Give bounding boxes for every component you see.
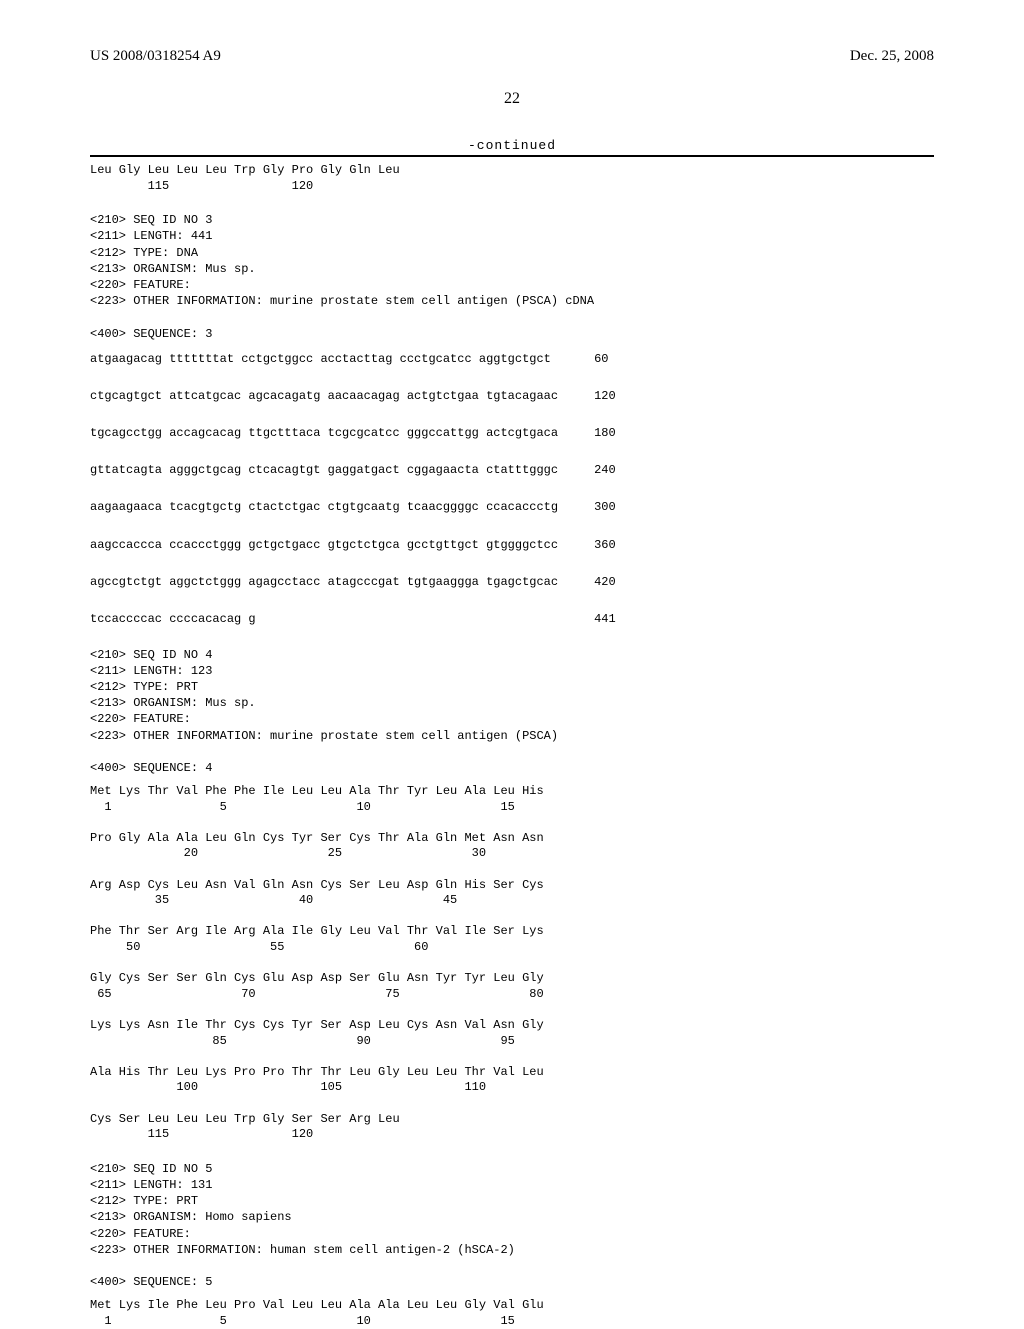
seq4-otherinfo: <223> OTHER INFORMATION: murine prostate… — [90, 729, 558, 743]
seq4-row3-num: 35 40 45 — [90, 893, 457, 907]
seq3-id: <210> SEQ ID NO 3 — [90, 213, 212, 227]
seq4-length: <211> LENGTH: 123 — [90, 664, 212, 678]
seq3-type: <212> TYPE: DNA — [90, 246, 198, 260]
seq3-dna-row-360: aagccaccca ccaccctggg gctgctgacc gtgctct… — [90, 538, 616, 552]
seq4-organism: <213> ORGANISM: Mus sp. — [90, 696, 256, 710]
seq3-length: <211> LENGTH: 441 — [90, 229, 212, 243]
seq4-row2-num: 20 25 30 — [90, 846, 486, 860]
seq4-row4: Phe Thr Ser Arg Ile Arg Ala Ile Gly Leu … — [90, 924, 544, 938]
seq4-row1-num: 1 5 10 15 — [90, 800, 515, 814]
seq5-feature: <220> FEATURE: — [90, 1227, 191, 1241]
seq4-row8-num: 115 120 — [90, 1127, 313, 1141]
seq5-organism: <213> ORGANISM: Homo sapiens — [90, 1210, 292, 1224]
header-date: Dec. 25, 2008 — [850, 48, 934, 65]
seq5-protein-sequence: Met Lys Ile Phe Leu Pro Val Leu Leu Ala … — [90, 1298, 934, 1329]
header-pub-number: US 2008/0318254 A9 — [90, 48, 221, 65]
seq3-organism: <213> ORGANISM: Mus sp. — [90, 262, 256, 276]
seq4-protein-sequence: Met Lys Thr Val Phe Phe Ile Leu Leu Ala … — [90, 784, 934, 1143]
seq5-row1-num: 1 5 10 15 — [90, 1314, 515, 1328]
seq4-feature: <220> FEATURE: — [90, 712, 191, 726]
seq5-type: <212> TYPE: PRT — [90, 1194, 198, 1208]
seq4-row5: Gly Cys Ser Ser Gln Cys Glu Asp Asp Ser … — [90, 971, 544, 985]
seq5-seqlabel: <400> SEQUENCE: 5 — [90, 1275, 212, 1289]
seq3-dna-row-300: aagaagaaca tcacgtgctg ctactctgac ctgtgca… — [90, 500, 616, 514]
seq3-dna-row-240: gttatcagta agggctgcag ctcacagtgt gaggatg… — [90, 463, 616, 477]
seq3-dna-row-120: ctgcagtgct attcatgcac agcacagatg aacaaca… — [90, 389, 616, 403]
seq4-row1: Met Lys Thr Val Phe Phe Ile Leu Leu Ala … — [90, 784, 544, 798]
seq4-type: <212> TYPE: PRT — [90, 680, 198, 694]
seq4-row4-num: 50 55 60 — [90, 940, 428, 954]
seq4-row7-num: 100 105 110 — [90, 1080, 486, 1094]
seq2-tail-residues: Leu Gly Leu Leu Leu Trp Gly Pro Gly Gln … — [90, 163, 400, 177]
seq3-dna-sequence: atgaagacag tttttttat cctgctggcc acctactt… — [90, 350, 934, 629]
seq4-row6-num: 85 90 95 — [90, 1034, 515, 1048]
seq4-row7: Ala His Thr Leu Lys Pro Pro Thr Thr Leu … — [90, 1065, 544, 1079]
seq4-metadata: <210> SEQ ID NO 4 <211> LENGTH: 123 <212… — [90, 647, 934, 777]
seq4-row5-num: 65 70 75 80 — [90, 987, 544, 1001]
seq5-metadata: <210> SEQ ID NO 5 <211> LENGTH: 131 <212… — [90, 1161, 934, 1291]
seq5-id: <210> SEQ ID NO 5 — [90, 1162, 212, 1176]
seq3-seqlabel: <400> SEQUENCE: 3 — [90, 327, 212, 341]
seq2-tail: Leu Gly Leu Leu Leu Trp Gly Pro Gly Gln … — [90, 163, 934, 194]
seq3-metadata: <210> SEQ ID NO 3 <211> LENGTH: 441 <212… — [90, 212, 934, 342]
seq4-row2: Pro Gly Ala Ala Leu Gln Cys Tyr Ser Cys … — [90, 831, 544, 845]
seq3-otherinfo: <223> OTHER INFORMATION: murine prostate… — [90, 294, 594, 308]
seq3-dna-row-420: agccgtctgt aggctctggg agagcctacc atagccc… — [90, 575, 616, 589]
seq5-otherinfo: <223> OTHER INFORMATION: human stem cell… — [90, 1243, 515, 1257]
seq4-seqlabel: <400> SEQUENCE: 4 — [90, 761, 212, 775]
seq5-row1: Met Lys Ile Phe Leu Pro Val Leu Leu Ala … — [90, 1298, 544, 1312]
seq2-tail-numbers: 115 120 — [90, 179, 313, 193]
seq4-row6: Lys Lys Asn Ile Thr Cys Cys Tyr Ser Asp … — [90, 1018, 544, 1032]
seq4-row8: Cys Ser Leu Leu Leu Trp Gly Ser Ser Arg … — [90, 1112, 400, 1126]
seq3-dna-row-180: tgcagcctgg accagcacag ttgctttaca tcgcgca… — [90, 426, 616, 440]
seq4-row3: Arg Asp Cys Leu Asn Val Gln Asn Cys Ser … — [90, 878, 544, 892]
seq3-feature: <220> FEATURE: — [90, 278, 191, 292]
seq3-dna-row-60: atgaagacag tttttttat cctgctggcc acctactt… — [90, 352, 608, 366]
continued-label: -continued — [90, 138, 934, 153]
page-number: 22 — [90, 90, 934, 108]
seq5-length: <211> LENGTH: 131 — [90, 1178, 212, 1192]
header-rule — [90, 155, 934, 157]
seq4-id: <210> SEQ ID NO 4 — [90, 648, 212, 662]
seq3-dna-row-441: tccaccccac ccccacacag g 441 — [90, 612, 616, 626]
